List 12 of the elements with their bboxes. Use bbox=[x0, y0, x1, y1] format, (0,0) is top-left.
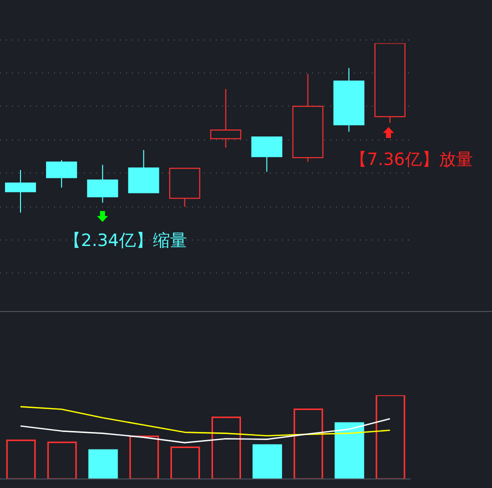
bar bbox=[47, 442, 77, 479]
bar bbox=[334, 422, 364, 479]
annotation: 【7.36亿】放量 bbox=[350, 149, 473, 171]
bar bbox=[212, 416, 241, 479]
bar bbox=[294, 408, 324, 479]
bar bbox=[129, 436, 159, 479]
bar bbox=[170, 446, 200, 479]
bar bbox=[88, 449, 118, 479]
bar bbox=[252, 444, 282, 479]
text: 【2.34亿】缩量 bbox=[64, 230, 187, 252]
bar bbox=[376, 395, 406, 479]
bar bbox=[6, 440, 36, 479]
